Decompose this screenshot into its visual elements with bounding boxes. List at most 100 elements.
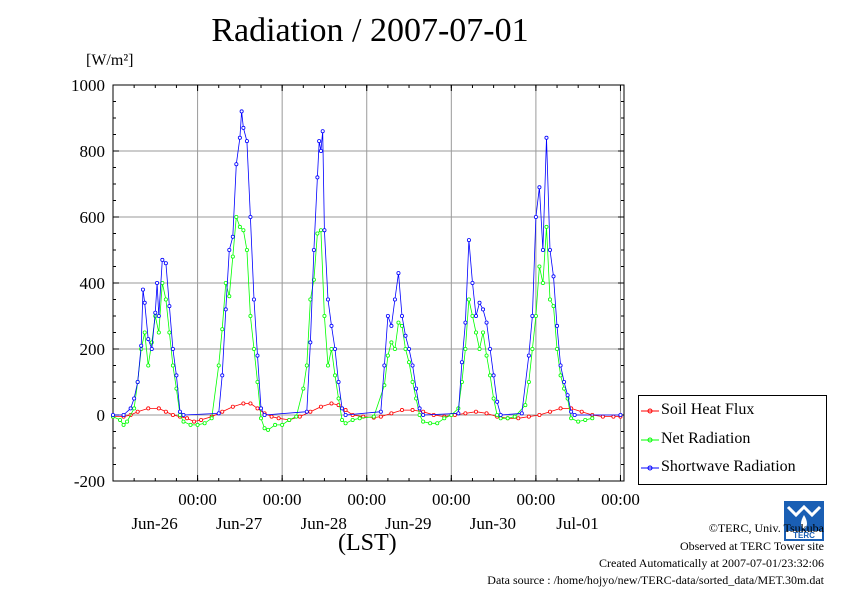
data-point-shortwave-radiation	[160, 257, 165, 262]
data-point-net-radiation	[188, 422, 193, 427]
data-point-net-radiation	[547, 297, 552, 302]
legend-label: Shortwave Radiation	[661, 458, 796, 475]
data-point-net-radiation	[234, 214, 239, 219]
data-point-shortwave-radiation	[407, 346, 412, 351]
data-point-net-radiation	[396, 320, 401, 325]
data-point-net-radiation	[259, 416, 264, 421]
legend-item-soil-heat-flux: Soil Heat Flux	[639, 401, 826, 421]
data-point-soil-heat-flux	[484, 411, 489, 416]
data-point-shortwave-radiation	[216, 411, 221, 416]
y-tick-label: -200	[74, 472, 105, 491]
data-point-net-radiation	[428, 421, 433, 426]
x-tick-time-label: 00:00	[432, 490, 471, 509]
data-point-shortwave-radiation	[259, 406, 264, 411]
data-point-net-radiation	[481, 330, 486, 335]
data-point-net-radiation	[237, 224, 242, 229]
data-point-net-radiation	[333, 373, 338, 378]
data-point-soil-heat-flux	[297, 414, 302, 419]
data-point-net-radiation	[491, 396, 496, 401]
data-point-net-radiation	[410, 379, 415, 384]
data-point-shortwave-radiation	[244, 139, 249, 144]
data-point-soil-heat-flux	[473, 409, 478, 414]
data-point-soil-heat-flux	[170, 412, 175, 417]
legend-label: Net Radiation	[661, 430, 751, 447]
data-point-net-radiation	[498, 416, 503, 421]
x-tick-time-label: 00:00	[601, 490, 640, 509]
data-point-shortwave-radiation	[155, 280, 160, 285]
data-point-net-radiation	[216, 363, 221, 368]
data-point-net-radiation	[287, 417, 292, 422]
data-point-soil-heat-flux	[558, 406, 563, 411]
data-point-shortwave-radiation	[251, 297, 256, 302]
data-point-soil-heat-flux	[269, 414, 274, 419]
data-point-soil-heat-flux	[463, 411, 468, 416]
data-point-shortwave-radiation	[140, 287, 145, 292]
series-layer	[111, 109, 623, 432]
data-point-shortwave-radiation	[551, 274, 556, 279]
data-point-net-radiation	[336, 396, 341, 401]
data-point-soil-heat-flux	[220, 409, 225, 414]
data-point-soil-heat-flux	[156, 406, 161, 411]
data-point-shortwave-radiation	[135, 379, 140, 384]
terc-logo: TERC	[784, 501, 824, 541]
data-point-soil-heat-flux	[526, 414, 531, 419]
data-point-shortwave-radiation	[498, 412, 503, 417]
x-tick-date-label: Jul-01	[556, 514, 599, 533]
x-tick-date-label: Jun-27	[216, 514, 263, 533]
data-point-net-radiation	[569, 416, 574, 421]
data-point-shortwave-radiation	[459, 360, 464, 365]
data-point-shortwave-radiation	[311, 247, 316, 252]
data-point-net-radiation	[544, 224, 549, 229]
data-point-shortwave-radiation	[544, 135, 549, 140]
data-point-shortwave-radiation	[530, 313, 535, 318]
data-point-net-radiation	[357, 416, 362, 421]
data-point-shortwave-radiation	[470, 280, 475, 285]
legend-label: Soil Heat Flux	[661, 401, 755, 418]
data-point-shortwave-radiation	[417, 406, 422, 411]
data-point-shortwave-radiation	[488, 346, 493, 351]
data-point-net-radiation	[389, 340, 394, 345]
data-point-net-radiation	[484, 353, 489, 358]
data-point-net-radiation	[163, 297, 168, 302]
data-point-net-radiation	[350, 417, 355, 422]
data-point-soil-heat-flux	[378, 414, 383, 419]
data-point-shortwave-radiation	[223, 307, 228, 312]
data-point-shortwave-radiation	[396, 271, 401, 276]
data-point-net-radiation	[146, 363, 151, 368]
data-point-shortwave-radiation	[537, 185, 542, 190]
data-point-shortwave-radiation	[239, 109, 244, 114]
data-point-net-radiation	[118, 417, 123, 422]
footer-observed: Observed at TERC Tower site	[679, 539, 824, 553]
data-point-soil-heat-flux	[308, 409, 313, 414]
x-tick-time-label: 00:00	[517, 490, 556, 509]
data-point-net-radiation	[202, 421, 207, 426]
data-point-net-radiation	[304, 363, 309, 368]
data-point-net-radiation	[421, 419, 426, 424]
data-point-net-radiation	[463, 346, 468, 351]
data-point-shortwave-radiation	[382, 363, 387, 368]
data-point-net-radiation	[399, 323, 404, 328]
data-point-shortwave-radiation	[329, 323, 334, 328]
data-point-net-radiation	[537, 264, 542, 269]
data-point-shortwave-radiation	[336, 379, 341, 384]
data-point-shortwave-radiation	[547, 247, 552, 252]
data-point-soil-heat-flux	[163, 409, 168, 414]
data-point-net-radiation	[181, 419, 186, 424]
data-point-shortwave-radiation	[340, 406, 345, 411]
data-point-shortwave-radiation	[519, 411, 524, 416]
data-point-shortwave-radiation	[421, 412, 426, 417]
data-point-soil-heat-flux	[199, 417, 204, 422]
data-point-shortwave-radiation	[132, 396, 137, 401]
data-point-net-radiation	[403, 346, 408, 351]
data-point-soil-heat-flux	[192, 419, 197, 424]
data-point-shortwave-radiation	[569, 409, 574, 414]
data-point-net-radiation	[241, 228, 246, 233]
data-point-net-radiation	[466, 297, 471, 302]
data-point-shortwave-radiation	[403, 333, 408, 338]
data-point-net-radiation	[495, 412, 500, 417]
data-point-soil-heat-flux	[579, 409, 584, 414]
data-point-net-radiation	[512, 414, 517, 419]
data-point-shortwave-radiation	[618, 412, 623, 417]
data-point-shortwave-radiation	[139, 343, 144, 348]
data-point-net-radiation	[220, 327, 225, 332]
